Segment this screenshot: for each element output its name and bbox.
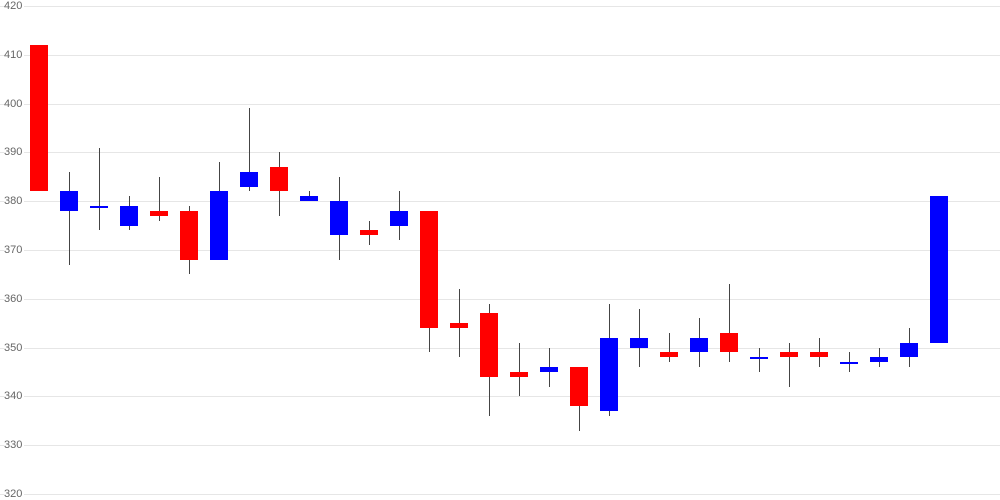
candle-body [210, 191, 228, 259]
candle-body [90, 206, 108, 208]
candle-body [450, 323, 468, 328]
gridline [0, 299, 1000, 300]
y-axis-label: 420 [4, 0, 24, 12]
gridline [0, 201, 1000, 202]
y-axis-label: 400 [4, 98, 24, 110]
gridline [0, 250, 1000, 251]
gridline [0, 152, 1000, 153]
candle-body [60, 191, 78, 211]
y-axis-label: 410 [4, 49, 24, 61]
candle-body [360, 230, 378, 235]
candle-body [330, 201, 348, 235]
y-axis-label: 330 [4, 439, 24, 451]
candle-body [510, 372, 528, 377]
candle-wick [759, 348, 760, 372]
candle-wick [789, 343, 790, 387]
candle-body [300, 196, 318, 201]
y-axis-label: 370 [4, 244, 24, 256]
candle-body [240, 172, 258, 187]
candle-body [420, 211, 438, 328]
candle-body [600, 338, 618, 411]
candle-body [780, 352, 798, 357]
candle-body [150, 211, 168, 216]
candlestick-chart: 320 330 340 350 360 370 380 390 400 410 420 [0, 0, 1000, 500]
candle-wick [99, 148, 100, 231]
candle-body [480, 313, 498, 376]
candle-body [630, 338, 648, 348]
candle-body [690, 338, 708, 353]
candle-body [720, 333, 738, 353]
candle-body [540, 367, 558, 372]
candle-body [660, 352, 678, 357]
candle-wick [669, 333, 670, 362]
candle-body [120, 206, 138, 226]
candle-body [750, 357, 768, 359]
gridline [0, 6, 1000, 7]
candle-body [870, 357, 888, 362]
candle-body [930, 196, 948, 342]
gridline [0, 104, 1000, 105]
candle-body [180, 211, 198, 260]
candle-body [570, 367, 588, 406]
candle-wick [519, 343, 520, 397]
candle-body [270, 167, 288, 191]
gridline [0, 55, 1000, 56]
y-axis-label: 340 [4, 390, 24, 402]
gridline [0, 348, 1000, 349]
candle-body [30, 45, 48, 191]
candle-body [810, 352, 828, 357]
y-axis-label: 320 [4, 488, 24, 500]
y-axis-label: 380 [4, 195, 24, 207]
gridline [0, 396, 1000, 397]
y-axis-label: 360 [4, 293, 24, 305]
y-axis-label: 390 [4, 146, 24, 158]
y-axis-label: 350 [4, 342, 24, 354]
candle-body [900, 343, 918, 358]
gridline [0, 494, 1000, 495]
gridline [0, 445, 1000, 446]
candle-body [390, 211, 408, 226]
candle-wick [69, 172, 70, 265]
candle-body [840, 362, 858, 364]
